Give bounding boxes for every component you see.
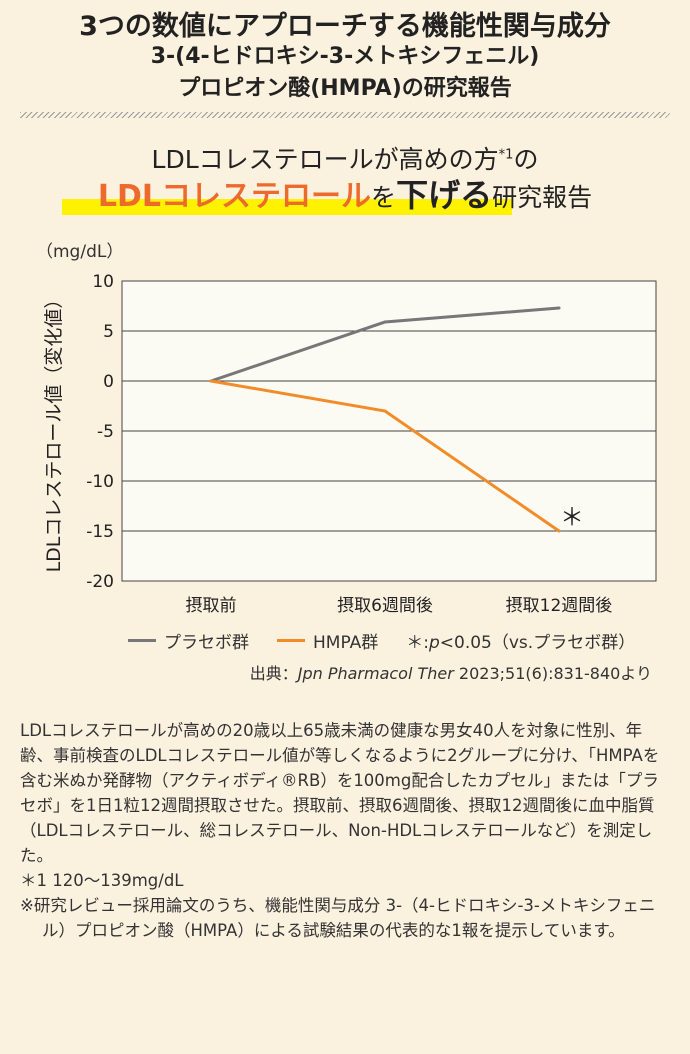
title-line-1: 3つの数値にアプローチする機能性関与成分 [79, 11, 611, 42]
y-tick-label: -20 [86, 572, 114, 592]
significance-note: ＊:p<0.05（vs.プラセボ群） [406, 633, 636, 653]
legend-placebo-swatch [128, 639, 156, 642]
y-unit: （mg/dL） [36, 242, 123, 262]
legend-hmpa: HMPA群 [313, 633, 379, 653]
footnote-1: ＊1 120〜139mg/dL [20, 871, 184, 890]
data-point [383, 409, 387, 413]
source-citation: 出典：Jpn Pharmacol Ther 2023;51(6):831-840… [249, 664, 652, 683]
data-point [557, 529, 561, 533]
x-tick-label: 摂取6週間後 [337, 596, 433, 616]
y-tick-label: 5 [103, 322, 114, 342]
data-point [209, 379, 213, 383]
legend-hmpa-swatch [277, 639, 305, 642]
footnote-2: ※研究レビュー採用論文のうち、機能性関与成分 3-（4-ヒドロキシ-3-メトキシ… [20, 896, 656, 940]
data-point [383, 320, 387, 324]
title-line-2: 3-(4-ヒドロキシ-3-メトキシフェニル) [150, 44, 540, 69]
subtitle-line-2: LDLコレステロールを下げる研究報告 [97, 176, 593, 214]
y-tick-label: 0 [103, 372, 114, 392]
legend: プラセボ群 HMPA群 ＊:p<0.05（vs.プラセボ群） [128, 628, 635, 653]
divider [20, 112, 670, 118]
title-line-3: プロピオン酸(HMPA)の研究報告 [178, 76, 512, 101]
y-tick-label: -15 [86, 522, 114, 542]
line-chart: 10 5 0 -5 -10 -15 -20 （mg/dL） LDLコレステロール値（変化値） 摂取… [36, 242, 657, 616]
x-tick-label: 摂取前 [186, 596, 237, 616]
significance-marker: ＊ [560, 503, 584, 531]
y-tick-label: -10 [86, 472, 114, 492]
highlight-bar [62, 199, 512, 215]
legend-placebo: プラセボ群 [164, 633, 249, 653]
description-text: LDLコレステロールが高めの20歳以上65歳未満の健康な男女40人を対象に性別、… [20, 721, 660, 865]
y-axis-label: LDLコレステロール値（変化値） [43, 290, 65, 573]
y-tick-label: -5 [97, 422, 114, 442]
description: LDLコレステロールが高めの20歳以上65歳未満の健康な男女40人を対象に性別、… [20, 718, 670, 943]
x-tick-label: 摂取12週間後 [506, 596, 613, 616]
subtitle-line-1: LDLコレステロールが高めの方*1の [151, 145, 539, 174]
data-point [557, 306, 561, 310]
y-tick-label: 10 [92, 272, 114, 292]
